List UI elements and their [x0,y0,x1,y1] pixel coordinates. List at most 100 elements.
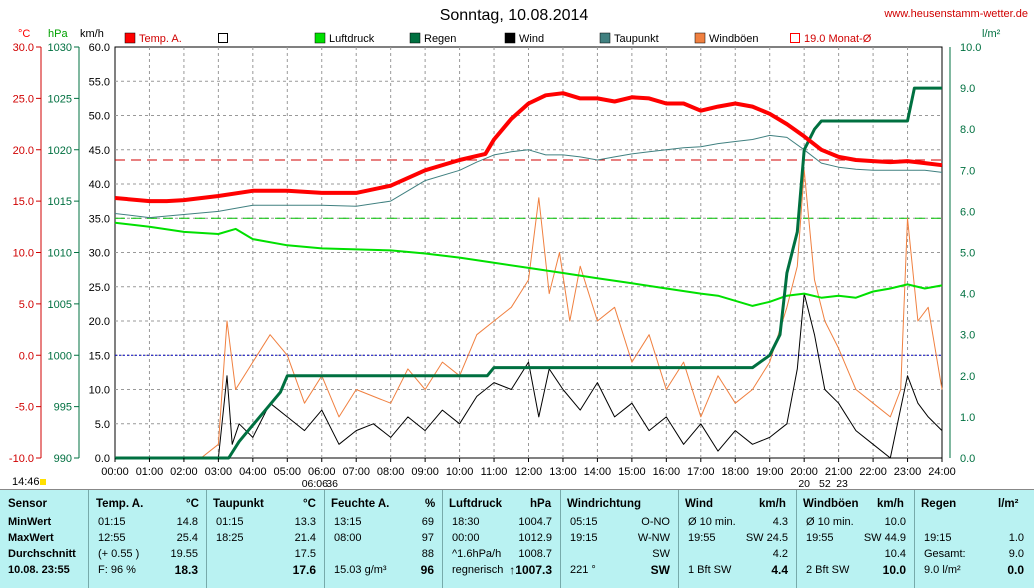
legend-label: Taupunkt [614,33,659,45]
header-dew: Taupunkt [213,498,264,510]
cell-hum-time: 15.03 g/m³ [334,564,387,576]
cell-gust-val: 10.0 [882,563,906,577]
pressure-unit: hPa [48,28,68,40]
cell-gust-val: 10.0 [884,516,906,528]
weather-chart: Sonntag, 10.08.2014 www.heusenstamm-wett… [9,7,1028,489]
header-gust: Windböen [803,498,859,510]
cell-dir-time: 221 ° [570,564,596,576]
wind-tick-label: 10.0 [89,385,110,397]
pressure-tick-label: 990 [54,453,72,465]
x-tick-label: 14:00 [584,466,612,478]
legend-swatch [504,32,516,44]
cell-rain-val: 0.0 [1007,563,1024,577]
cell-dew-val: 17.5 [294,548,316,560]
column-divider [914,490,915,588]
x-tick-label: 11:00 [481,466,508,478]
wind-tick-label: 60.0 [89,42,110,54]
legend-swatch [124,32,136,44]
temp-tick-label: -10.0 [9,453,34,465]
cell-temp-time: 01:15 [98,516,126,528]
x-annotation: 52 [819,478,831,489]
rain-tick-label: 4.0 [960,289,975,301]
cell-press-val: 1004.7 [518,516,552,528]
column-divider [796,490,797,588]
pressure-tick-label: 1000 [48,350,72,362]
axes: 30.0 25.0 20.0 15.0 10.0 5.0 0.0 -5.0 -10.0 1030 1… [9,42,982,478]
table-row: 10.08. 23:55 F: 96 % 18.3 17.6 15.03 g/m³ 96 r… [0,562,1034,578]
column-divider [560,490,561,588]
rain-tick-label: 2.0 [960,371,975,383]
cell-hum-val: 69 [421,516,434,528]
cell-temp-val: 18.3 [174,563,198,577]
series-luftdruck [114,221,943,307]
cell-wind-time: 1 Bft SW [688,564,732,576]
legend-swatch [790,33,800,43]
rain-tick-label: 3.0 [960,330,975,342]
legend-label: Temp. A. [139,33,182,45]
chart-title: Sonntag, 10.08.2014 [440,7,589,24]
cell-press-val: ↑1007.3 [509,563,552,577]
x-tick-label: 16:00 [653,466,681,478]
temp-tick-label: 5.0 [19,299,34,311]
table-row: MaxWert 12:55 25.4 18:25 21.4 08:00 97 00:00 101… [0,530,1034,546]
wind-tick-label: 40.0 [89,179,110,191]
cell-rain-val: 9.0 [1008,548,1024,560]
legend: Temp. A. Luftdruck Regen Wind Taupunkt Windbö… [124,32,872,45]
temp-tick-label: 15.0 [13,196,34,208]
series-windb-en [115,169,943,459]
column-divider [678,490,679,588]
legend-swatch [694,32,706,44]
cell-temp-time: F: 96 % [98,564,136,576]
x-tick-label: 06:00 [308,466,336,478]
x-tick-label: 24:00 [928,466,956,478]
x-tick-label: 00:00 [101,466,129,478]
x-tick-label: 05:00 [274,466,302,478]
wind-tick-label: 55.0 [89,76,110,88]
legend-label: Luftdruck [329,33,375,45]
cell-gust-time: 2 Bft SW [806,564,850,576]
cell-wind-val: SW 24.5 [745,532,788,544]
column-divider [324,490,325,588]
x-tick-label: 04:00 [239,466,267,478]
cell-rain-time: 19:15 [924,532,952,544]
cell-label: 10.08. 23:55 [8,564,70,576]
column-divider [442,490,443,588]
rain-tick-label: 7.0 [960,165,975,177]
cell-dir-val: O-NO [641,516,670,528]
x-tick-label: 09:00 [411,466,439,478]
wind-tick-label: 20.0 [89,316,110,328]
temp-tick-label: -5.0 [15,402,34,414]
cell-rain-val: 1.0 [1008,532,1024,544]
rain-tick-label: 9.0 [960,83,975,95]
table-row: MinWert 01:15 14.8 01:15 13.3 13:15 69 18:30 100… [0,514,1034,530]
website-link[interactable]: www.heusenstamm-wetter.de [883,8,1028,20]
header-temp-unit: °C [186,498,199,510]
cell-label: MaxWert [8,532,54,544]
cell-hum-val: 88 [421,548,434,560]
grid [114,46,943,459]
cell-dir-val: SW [650,563,670,577]
cell-dew-val: 17.6 [292,563,316,577]
series-wind [115,293,943,459]
rain-tick-label: 0.0 [960,453,975,465]
header-dew-unit: °C [303,498,316,510]
cell-temp-val: 25.4 [176,532,198,544]
corner-marker [40,479,46,485]
x-annotation: 36 [326,478,338,489]
cell-dew-time: 18:25 [216,532,244,544]
cell-dew-val: 21.4 [294,532,316,544]
series-lines [114,86,943,460]
cell-wind-time: Ø 10 min. [688,516,736,528]
cell-gust-time: 19:55 [806,532,834,544]
cell-rain-time: 9.0 l/m² [924,564,961,576]
wind-unit: km/h [80,28,104,40]
header-press: Luftdruck [449,498,503,510]
wind-tick-label: 15.0 [89,350,110,362]
temp-tick-label: 0.0 [19,350,34,362]
x-tick-label: 19:00 [756,466,784,478]
header-sensor: Sensor [8,498,47,510]
pressure-tick-label: 1030 [48,42,72,54]
x-annotation: 20 [798,478,810,489]
series-taupunkt [114,134,943,219]
summary-table: Sensor Temp. A. °C Taupunkt °C Feuchte A… [0,489,1034,588]
